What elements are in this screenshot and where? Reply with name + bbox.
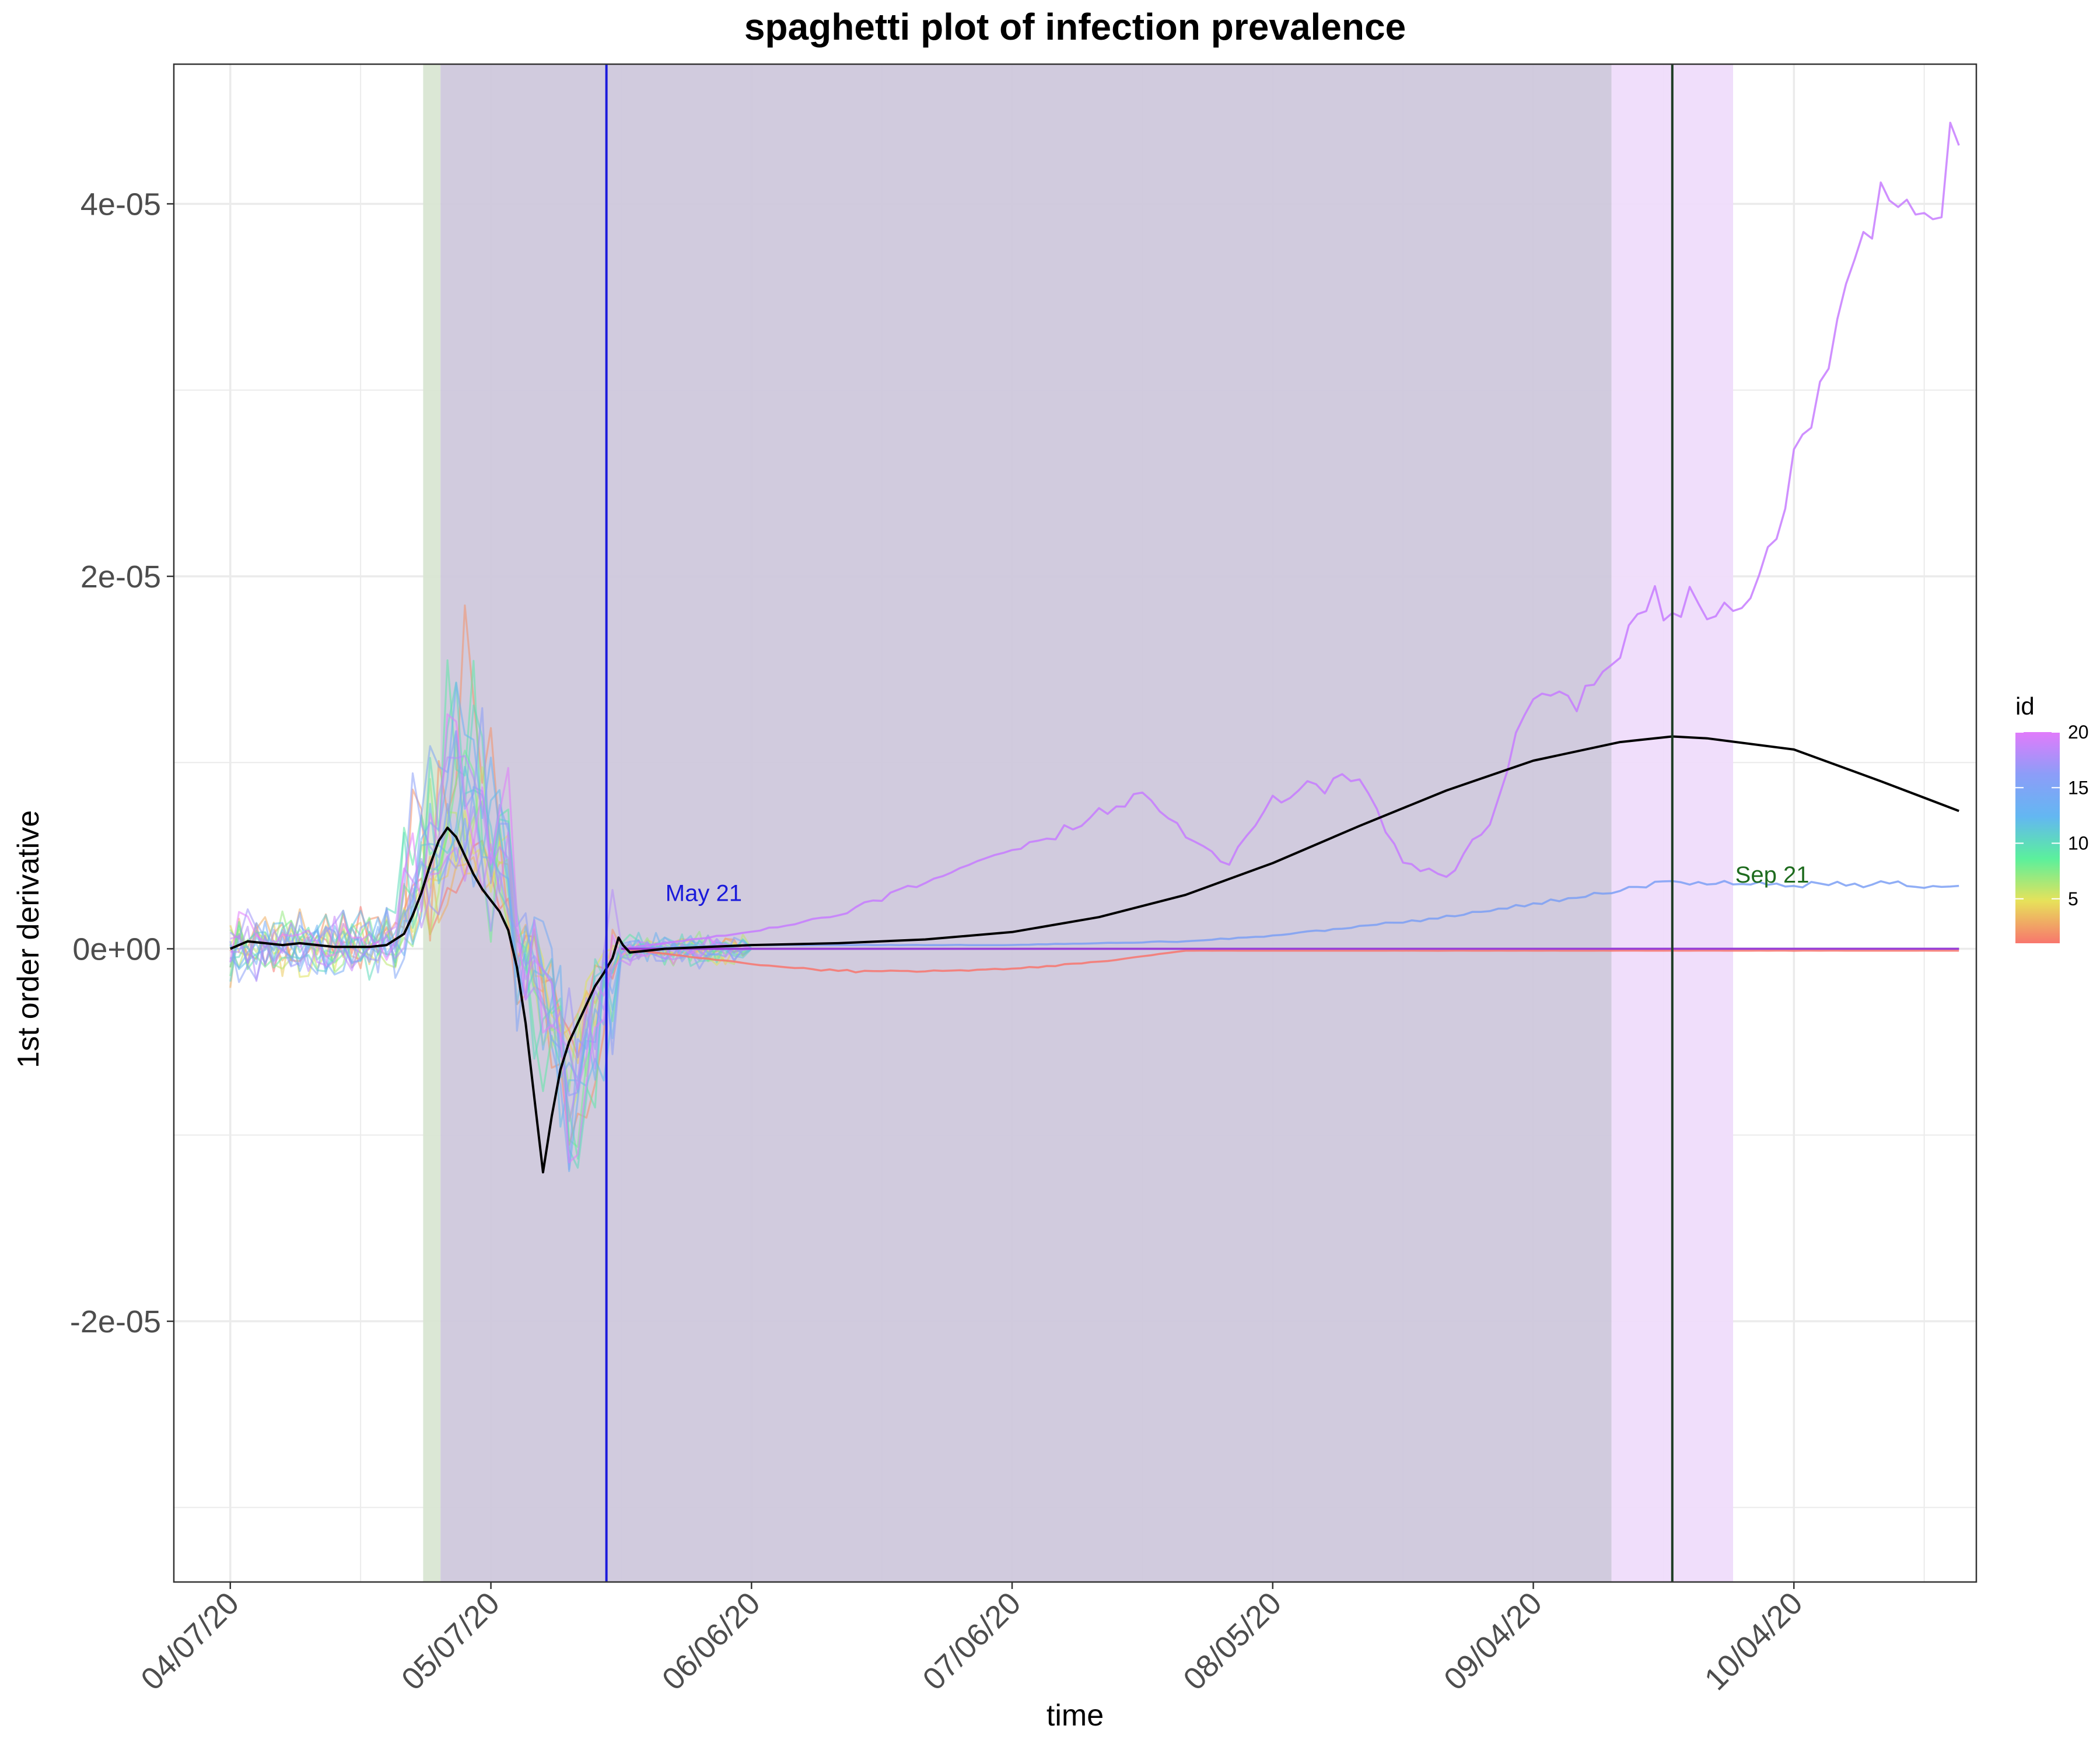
legend-title: id <box>2015 692 2035 720</box>
legend-tick-label: 20 <box>2068 722 2089 743</box>
series-line-id-16 <box>621 880 1959 950</box>
panel-border <box>173 63 1978 1583</box>
chart-title: spaghetti plot of infection prevalence <box>744 6 1406 48</box>
shaded-region <box>440 64 1612 1582</box>
series-line-id-20 <box>621 121 1960 950</box>
y-axis-title: 1st order derivative <box>12 810 46 1068</box>
y-tick-label: 0e+00 <box>72 932 161 967</box>
legend: id 5 10 15 20 <box>2015 692 2089 943</box>
x-axis-title: time <box>1046 1699 1104 1732</box>
y-tick-label: 2e-05 <box>80 559 161 594</box>
legend-tick-label: 10 <box>2068 833 2089 854</box>
legend-tick-label: 15 <box>2068 777 2089 798</box>
plot-panel: May 21 Sep 21 <box>174 64 1976 1582</box>
series-line-id-1 <box>621 947 1959 974</box>
reference-line-label: Sep 21 <box>1735 862 1810 888</box>
reference-line-label: May 21 <box>666 881 742 907</box>
y-tick-label: -2e-05 <box>70 1304 161 1339</box>
smooth-trend-line <box>230 735 1959 1174</box>
legend-colorbar <box>2015 732 2060 943</box>
y-tick-label: 4e-05 <box>80 187 161 222</box>
legend-tick-label: 5 <box>2068 888 2078 909</box>
